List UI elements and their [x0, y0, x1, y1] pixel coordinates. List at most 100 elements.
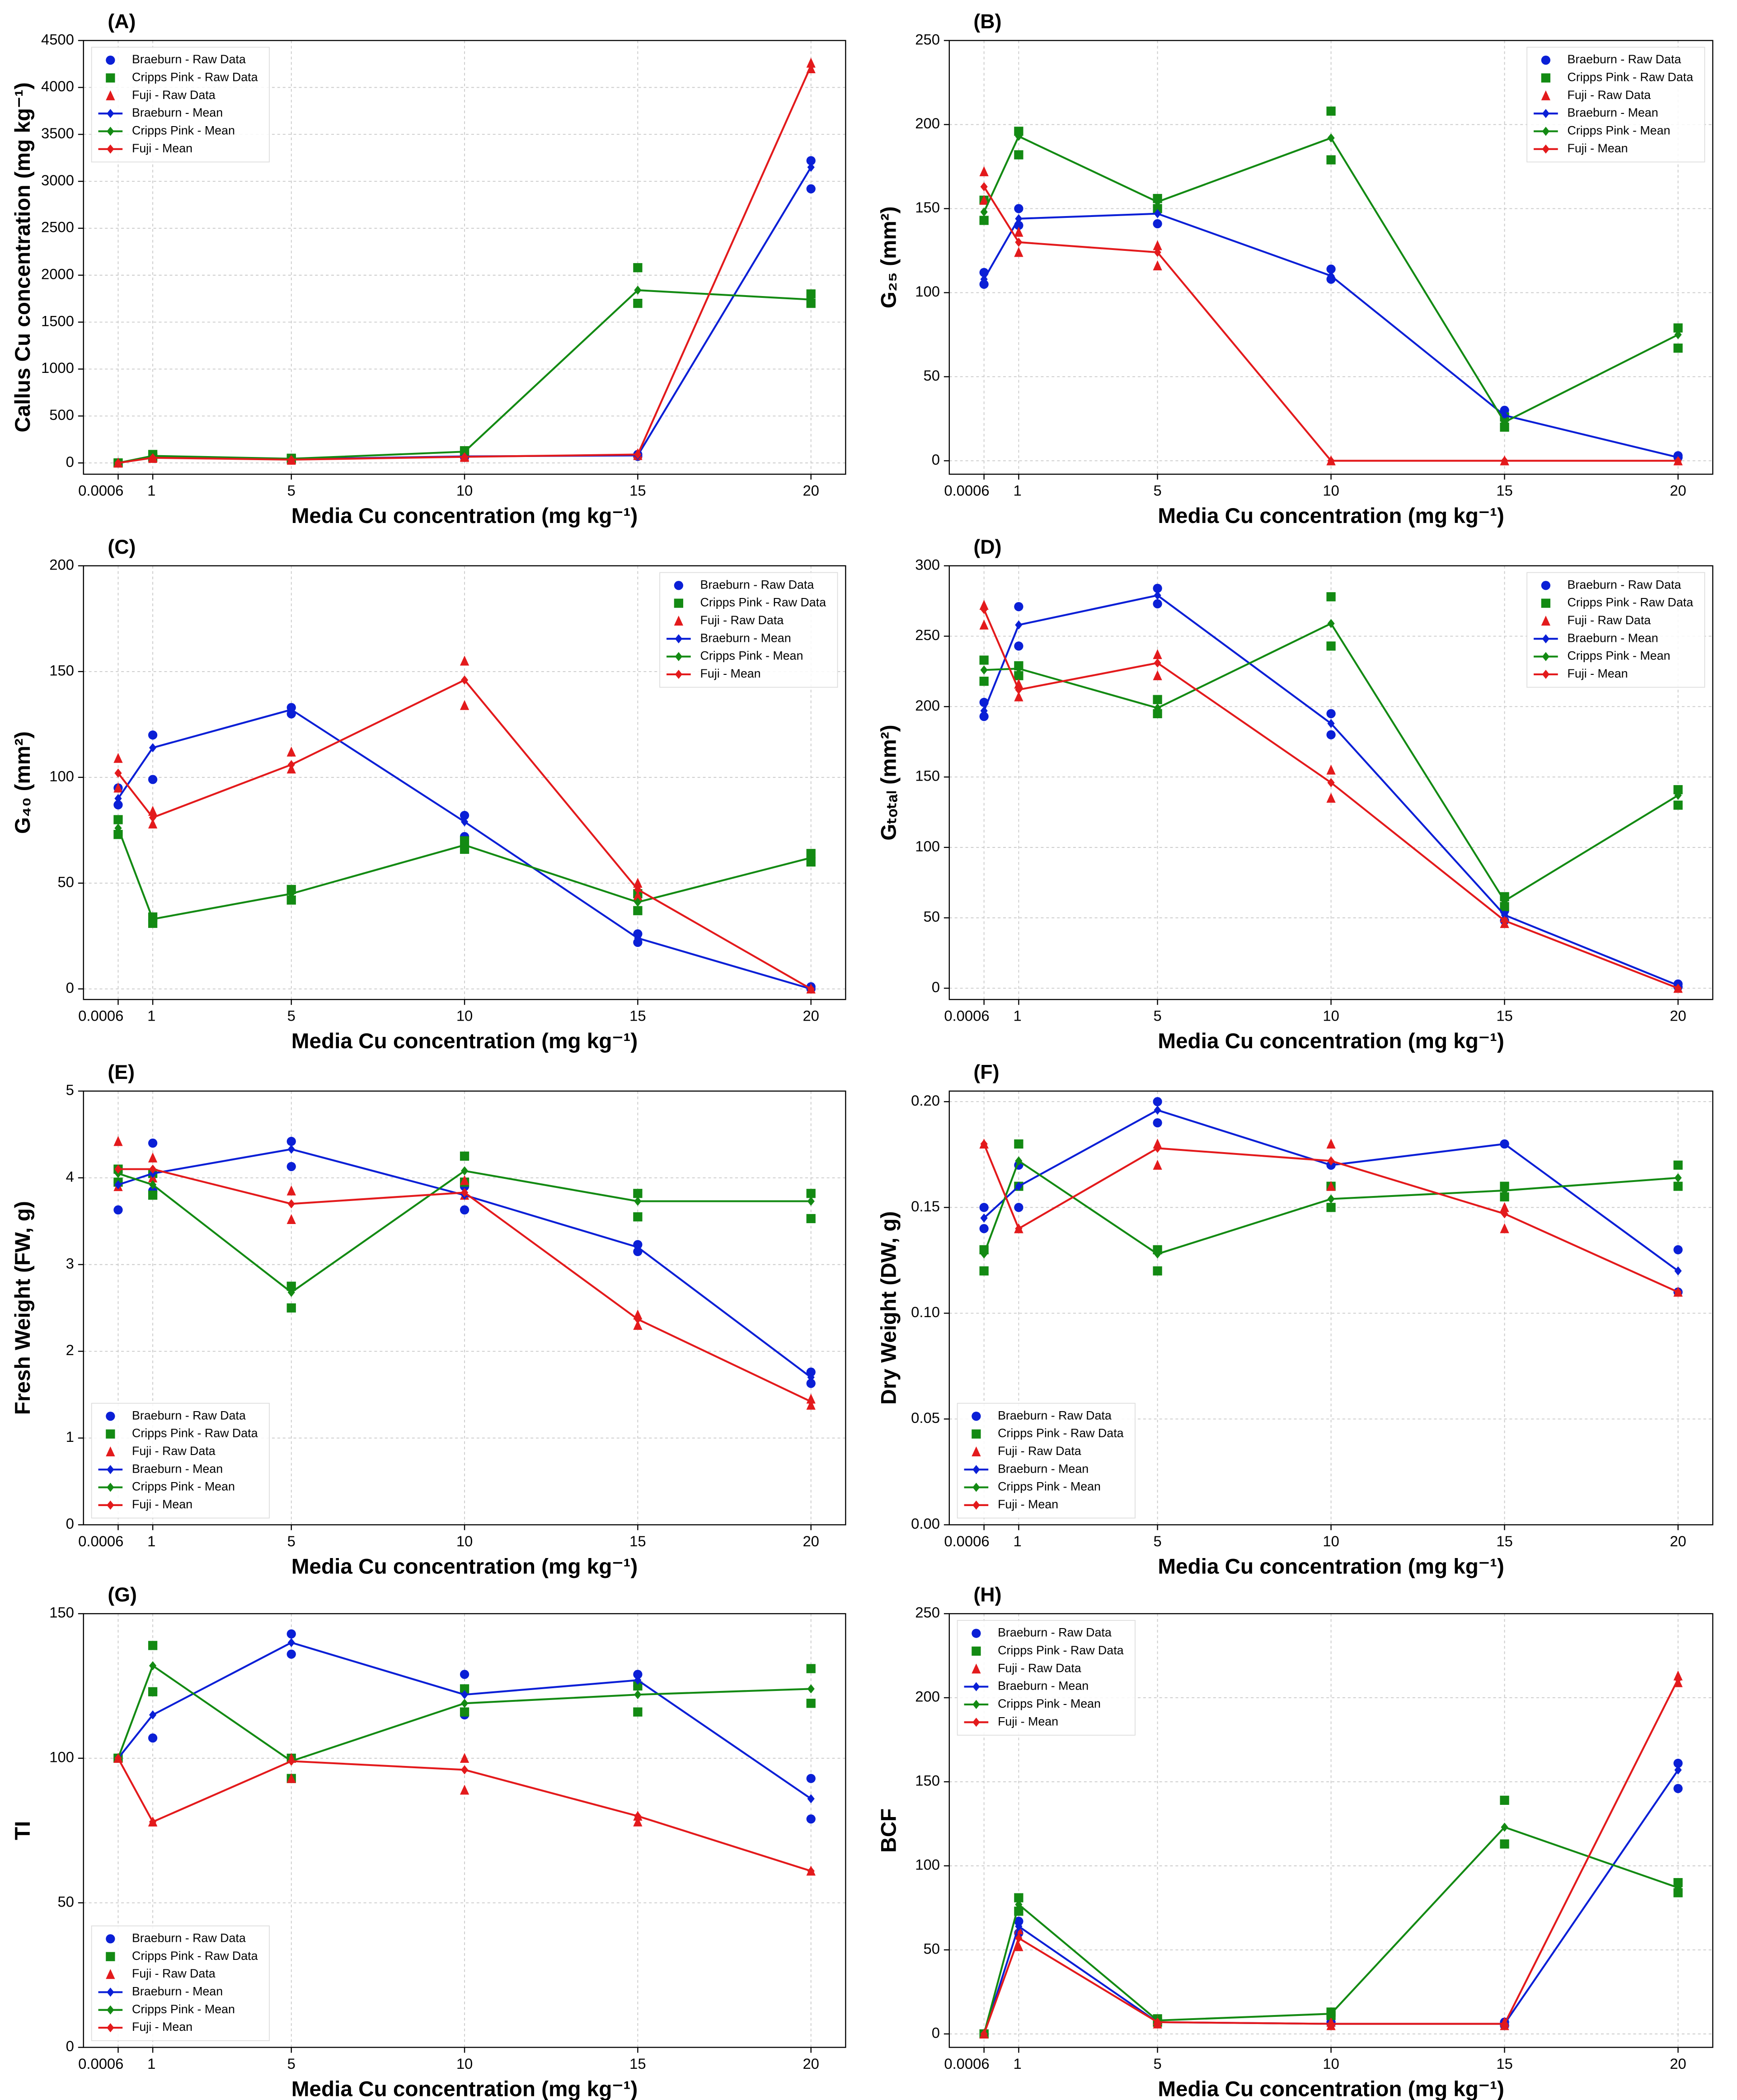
- raw-point: [1673, 1784, 1683, 1793]
- raw-point: [1014, 691, 1023, 702]
- mean-point: [1501, 896, 1508, 906]
- mean-point: [980, 207, 988, 217]
- legend-label: Cripps Pink - Raw Data: [1568, 71, 1694, 84]
- mean-line: [983, 594, 1679, 987]
- raw-point: [113, 782, 123, 793]
- y-tick-label: 0.05: [911, 1409, 940, 1426]
- raw-point: [148, 730, 158, 740]
- legend-label: Cripps Pink - Mean: [1568, 124, 1671, 137]
- y-tick-label: 3500: [41, 125, 74, 141]
- legend-marker: [106, 1429, 115, 1439]
- legend-label: Braeburn - Mean: [132, 1462, 223, 1475]
- legend-marker: [972, 1682, 980, 1691]
- mean-point: [634, 1811, 642, 1821]
- raw-point: [1014, 226, 1023, 237]
- raw-point: [633, 1707, 643, 1717]
- legend-box: [91, 1403, 270, 1519]
- x-tick-label: 1: [147, 1533, 155, 1549]
- raw-point: [460, 1752, 469, 1763]
- raw-point: [460, 810, 469, 820]
- x-tick-label: 1: [1013, 1533, 1021, 1549]
- raw-point: [1673, 1758, 1683, 1768]
- legend-label: Fuji - Raw Data: [700, 613, 784, 627]
- raw-point: [1326, 792, 1336, 803]
- raw-point: [460, 655, 469, 666]
- legend-label: Cripps Pink - Mean: [700, 649, 803, 663]
- raw-point: [1153, 1097, 1162, 1107]
- raw-point: [148, 1191, 158, 1200]
- mean-point: [634, 1676, 642, 1685]
- mean-point: [149, 1180, 157, 1190]
- x-tick-label: 1: [147, 1008, 155, 1024]
- legend-marker: [972, 1446, 981, 1457]
- x-tick-label: 0.0006: [944, 2055, 989, 2072]
- x-tick-label: 5: [287, 2055, 296, 2072]
- mean-point: [807, 1794, 815, 1803]
- x-tick-label: 0.0006: [78, 2055, 123, 2072]
- raw-point: [286, 1214, 296, 1224]
- legend-marker: [106, 1952, 115, 1961]
- mean-point: [460, 1765, 469, 1775]
- legend-label: Braeburn - Raw Data: [700, 578, 814, 591]
- y-tick-label: 100: [49, 767, 74, 784]
- legend: Braeburn - Raw Data Cripps Pink - Raw Dat…: [91, 1403, 270, 1519]
- raw-point: [1153, 1138, 1162, 1149]
- raw-point: [1153, 1159, 1162, 1170]
- legend-label: Braeburn - Mean: [998, 1462, 1089, 1475]
- raw-point: [1326, 106, 1336, 116]
- legend-marker: [972, 1412, 981, 1421]
- legend-marker: [972, 1429, 981, 1439]
- y-tick-label: 2500: [41, 219, 74, 235]
- x-tick-label: 20: [803, 482, 819, 499]
- raw-point: [148, 1138, 158, 1148]
- raw-point: [460, 1785, 469, 1795]
- legend-marker: [674, 598, 683, 608]
- y-axis-label: Dry Weight (DW, g): [877, 1211, 901, 1405]
- legend-label: Cripps Pink - Mean: [132, 1480, 235, 1493]
- raw-point: [633, 1189, 643, 1198]
- y-tick-label: 50: [923, 1940, 939, 1957]
- y-tick-label: 200: [915, 1688, 940, 1705]
- raw-point: [979, 619, 989, 630]
- x-tick-label: 5: [287, 482, 296, 499]
- mean-line: [118, 65, 812, 464]
- raw-point: [979, 677, 989, 686]
- raw-point: [1673, 1888, 1683, 1898]
- legend: Braeburn - Raw Data Cripps Pink - Raw Dat…: [659, 572, 838, 688]
- legend-marker: [674, 616, 683, 626]
- y-tick-label: 50: [923, 367, 939, 384]
- legend-label: Fuji - Mean: [1568, 141, 1628, 155]
- legend-box: [659, 572, 838, 688]
- x-tick-label: 15: [629, 1008, 646, 1024]
- raw-point: [286, 895, 296, 905]
- legend-label: Braeburn - Raw Data: [1568, 578, 1681, 591]
- y-tick-label: 0.10: [911, 1304, 940, 1320]
- mean-line: [983, 212, 1679, 458]
- raw-point: [1326, 764, 1336, 775]
- legend-label: Fuji - Mean: [998, 1497, 1058, 1511]
- mean-point: [460, 447, 469, 457]
- y-tick-label: 0: [932, 2024, 940, 2041]
- mean-point: [460, 1699, 469, 1708]
- y-tick-label: 150: [915, 199, 940, 216]
- mean-line: [983, 135, 1679, 424]
- legend: Braeburn - Raw Data Cripps Pink - Raw Dat…: [91, 1925, 270, 2041]
- legend-label: Braeburn - Raw Data: [132, 1931, 246, 1945]
- raw-point: [113, 815, 123, 824]
- x-tick-label: 10: [1323, 1008, 1339, 1024]
- y-tick-label: 250: [915, 1604, 940, 1621]
- legend-label: Braeburn - Mean: [132, 1984, 223, 1998]
- raw-point: [979, 194, 989, 205]
- legend-marker: [106, 1412, 115, 1421]
- mean-point: [1501, 2019, 1508, 2029]
- raw-point: [460, 1175, 469, 1185]
- legend-marker: [972, 1483, 980, 1492]
- legend-marker: [106, 90, 115, 100]
- mean-line: [118, 289, 811, 464]
- legend-label: Braeburn - Mean: [1568, 631, 1658, 645]
- raw-point: [806, 1379, 816, 1388]
- y-axis-label: Callus Cu concentration (mg kg⁻¹): [11, 82, 35, 432]
- mean-line: [983, 1144, 1679, 1293]
- legend-marker: [107, 1483, 114, 1492]
